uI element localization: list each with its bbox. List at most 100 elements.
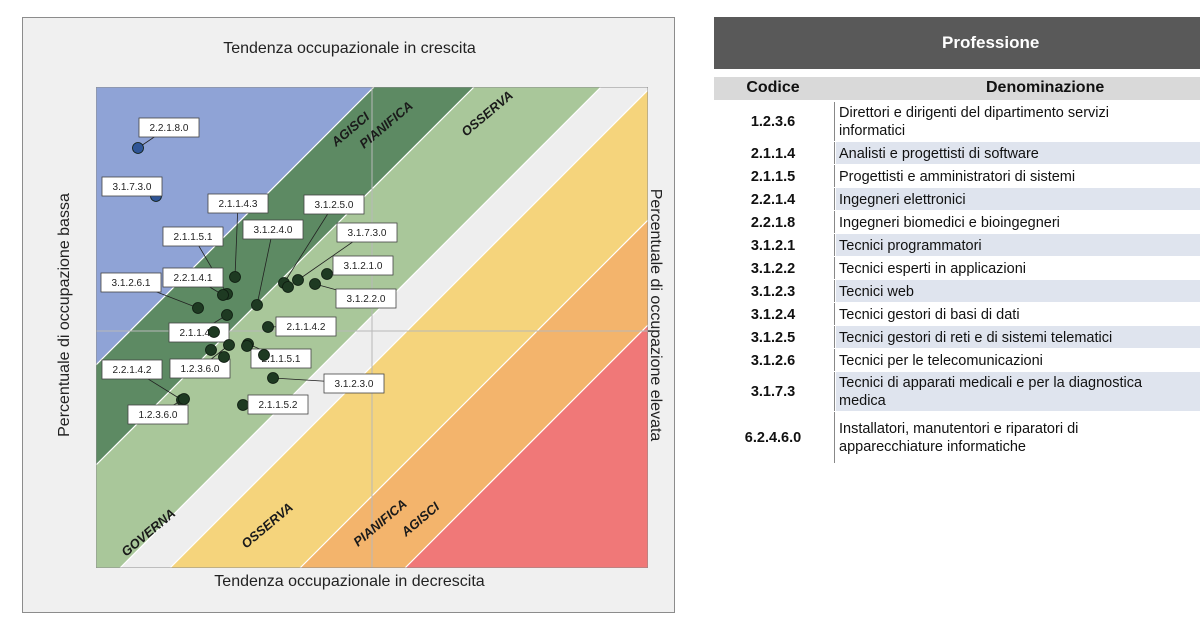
row-name: Tecnici gestori di reti e di sistemi tel… [836, 326, 1200, 349]
data-point-label: 2.1.1.5.1 [262, 354, 301, 365]
callout-box [101, 176, 163, 197]
data-point [262, 321, 274, 333]
row-code: 2.2.1.8 [714, 211, 832, 234]
row-name: Installatori, manutentori e riparatori d… [836, 412, 1200, 464]
row-divider [714, 141, 1200, 142]
data-point-callout: 3.1.7.3.0 [101, 176, 163, 202]
data-point [223, 339, 235, 351]
data-point-label: 3.1.2.1.0 [344, 261, 383, 272]
row-divider [714, 187, 1200, 188]
row-code: 2.1.1.5 [714, 165, 832, 188]
data-point [229, 271, 241, 283]
row-code: 2.2.1.4 [714, 188, 832, 211]
data-point-label: 3.1.2.4.0 [254, 225, 293, 236]
data-point [237, 399, 249, 411]
row-code: 3.1.2.2 [714, 257, 832, 280]
axis-label-bottom: Tendenza occupazionale in decrescita [214, 573, 485, 590]
callout-box [332, 255, 394, 276]
column-separator [834, 349, 835, 372]
row-code: 6.2.4.6.0 [714, 412, 832, 464]
callout-leader-line [256, 228, 274, 306]
data-point-label: 2.1.1.5.2 [259, 400, 298, 411]
table-row: 3.1.2.1 Tecnici programmatori [714, 234, 1200, 257]
row-divider [714, 256, 1200, 257]
column-separator [834, 257, 835, 280]
table-row: 6.2.4.6.0 Installatori, manutentori e rip… [714, 412, 1200, 464]
table-row: 3.1.2.5 Tecnici gestori di reti e di sist… [714, 326, 1200, 349]
data-point [221, 309, 233, 321]
zone-separator [404, 324, 648, 568]
data-point-label: 2.1.1.5.1 [174, 232, 213, 243]
row-code: 3.1.7.3 [714, 372, 832, 412]
data-point-callout: 3.1.2.2.0 [309, 278, 397, 309]
data-point [192, 302, 204, 314]
data-point-callout: 2.2.1.8.0 [132, 117, 200, 154]
row-divider [714, 463, 1200, 464]
data-point-label: 2.2.1.8.0 [150, 123, 189, 134]
callout-box [100, 272, 162, 293]
axis-label-top: Tendenza occupazionale in crescita [223, 40, 476, 57]
table-row: 3.1.7.3 Tecnici di apparati medicali e pe… [714, 372, 1200, 412]
table-row: 3.1.2.2 Tecnici esperti in applicazioni [714, 257, 1200, 280]
callout-box [127, 404, 189, 425]
column-separator [834, 211, 835, 234]
table-row: 2.2.1.4 Ingegneri elettronici [714, 188, 1200, 211]
row-name: Tecnici web [836, 280, 1200, 303]
callout-box [138, 117, 200, 138]
row-name: Tecnici programmatori [836, 234, 1200, 257]
data-point [205, 344, 217, 356]
row-divider [714, 371, 1200, 372]
row-code: 3.1.2.6 [714, 349, 832, 372]
data-point-label: 3.1.2.5.0 [315, 200, 354, 211]
callout-box [162, 226, 224, 247]
row-name: Ingegneri biomedici e bioingegneri [836, 211, 1200, 234]
row-divider [714, 302, 1200, 303]
column-separator [834, 102, 835, 142]
data-point-label: 3.1.7.3.0 [113, 182, 152, 193]
data-point-label: 3.1.7.3.0 [348, 228, 387, 239]
callout-box [323, 373, 385, 394]
row-divider [714, 325, 1200, 326]
table-row: 2.1.1.5 Progettisti e amministratori di s… [714, 165, 1200, 188]
data-point-callout: 3.1.2.4.0 [242, 219, 304, 311]
callout-box [336, 222, 398, 243]
column-separator [834, 234, 835, 257]
column-separator [834, 280, 835, 303]
zone-governa [120, 87, 648, 568]
row-name: Tecnici per le telecomunicazioni [836, 349, 1200, 372]
data-point-callout: 3.1.7.3.0 [292, 222, 398, 286]
callout-box [169, 358, 231, 379]
data-point [218, 351, 230, 363]
data-point-label: 2.2.1.4.2 [113, 365, 152, 376]
data-point [292, 274, 304, 286]
data-point-callout: 1.2.3.6.0 [127, 393, 190, 425]
matrix-chart: Tendenza occupazionale in crescita Tende… [22, 17, 675, 613]
data-point-callout: 3.1.2.6.1 [100, 272, 204, 314]
callout-box [335, 288, 397, 309]
data-point-callout: 1.2.3.6.0 [169, 339, 235, 379]
callout-box [162, 267, 224, 288]
callout-box [101, 359, 163, 380]
data-point [251, 299, 263, 311]
zone-separator [299, 219, 648, 568]
row-name: Direttori e dirigenti del dipartimento s… [836, 102, 1200, 142]
row-divider [714, 279, 1200, 280]
row-divider [714, 411, 1200, 412]
row-code: 3.1.2.4 [714, 303, 832, 326]
callout-box [207, 193, 269, 214]
data-point-callout: 3.1.2.3.0 [267, 372, 385, 394]
row-divider [714, 210, 1200, 211]
data-point [208, 326, 220, 338]
column-separator [834, 142, 835, 165]
zone-separator [169, 89, 648, 568]
table-title: Professione [714, 17, 1200, 69]
table-row: 1.2.3.6 Direttori e dirigenti del diparti… [714, 102, 1200, 142]
column-separator [834, 372, 835, 412]
zone-separator [119, 87, 602, 568]
data-point [267, 372, 279, 384]
row-divider [714, 233, 1200, 234]
row-code: 3.1.2.3 [714, 280, 832, 303]
column-header-code: Codice [746, 79, 800, 96]
table-row: 3.1.2.6 Tecnici per le telecomunicazioni [714, 349, 1200, 372]
